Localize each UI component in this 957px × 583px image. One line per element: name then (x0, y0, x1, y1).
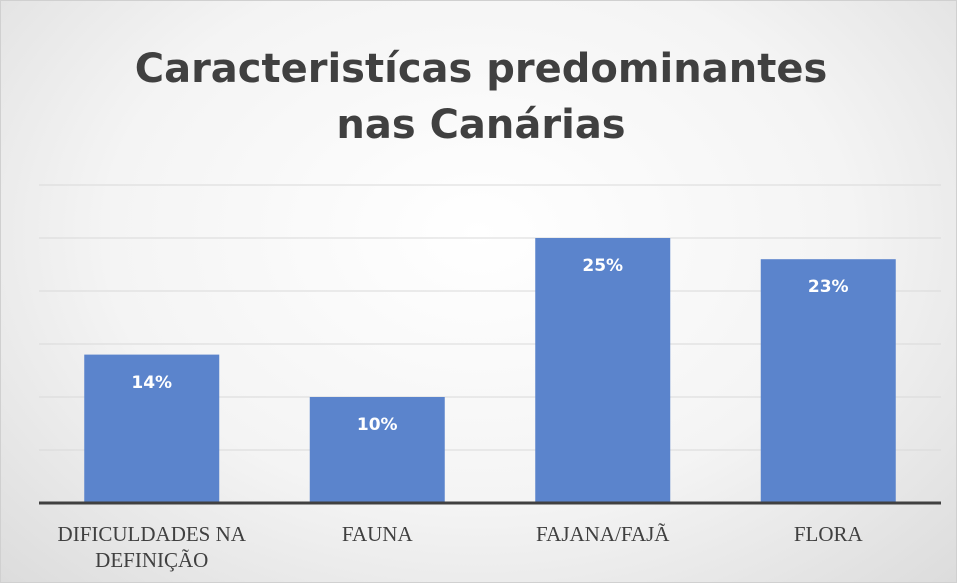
x-tick-label: DIFICULDADES NA DEFINIÇÃO (57, 522, 246, 572)
bar (84, 354, 220, 503)
x-tick-label: FAJANA/FAJÃ (536, 522, 670, 546)
bar (309, 397, 445, 503)
data-label: 14% (131, 372, 173, 393)
x-tick-label: FAUNA (341, 522, 413, 546)
data-label: 23% (807, 277, 849, 298)
data-label: 10% (356, 415, 398, 435)
bar (535, 238, 671, 503)
bar (760, 259, 896, 503)
x-tick-label: FLORA (793, 522, 863, 546)
chart-title: Caracteristícas predominantes nas Canári… (134, 46, 828, 148)
data-label: 25% (582, 256, 624, 276)
